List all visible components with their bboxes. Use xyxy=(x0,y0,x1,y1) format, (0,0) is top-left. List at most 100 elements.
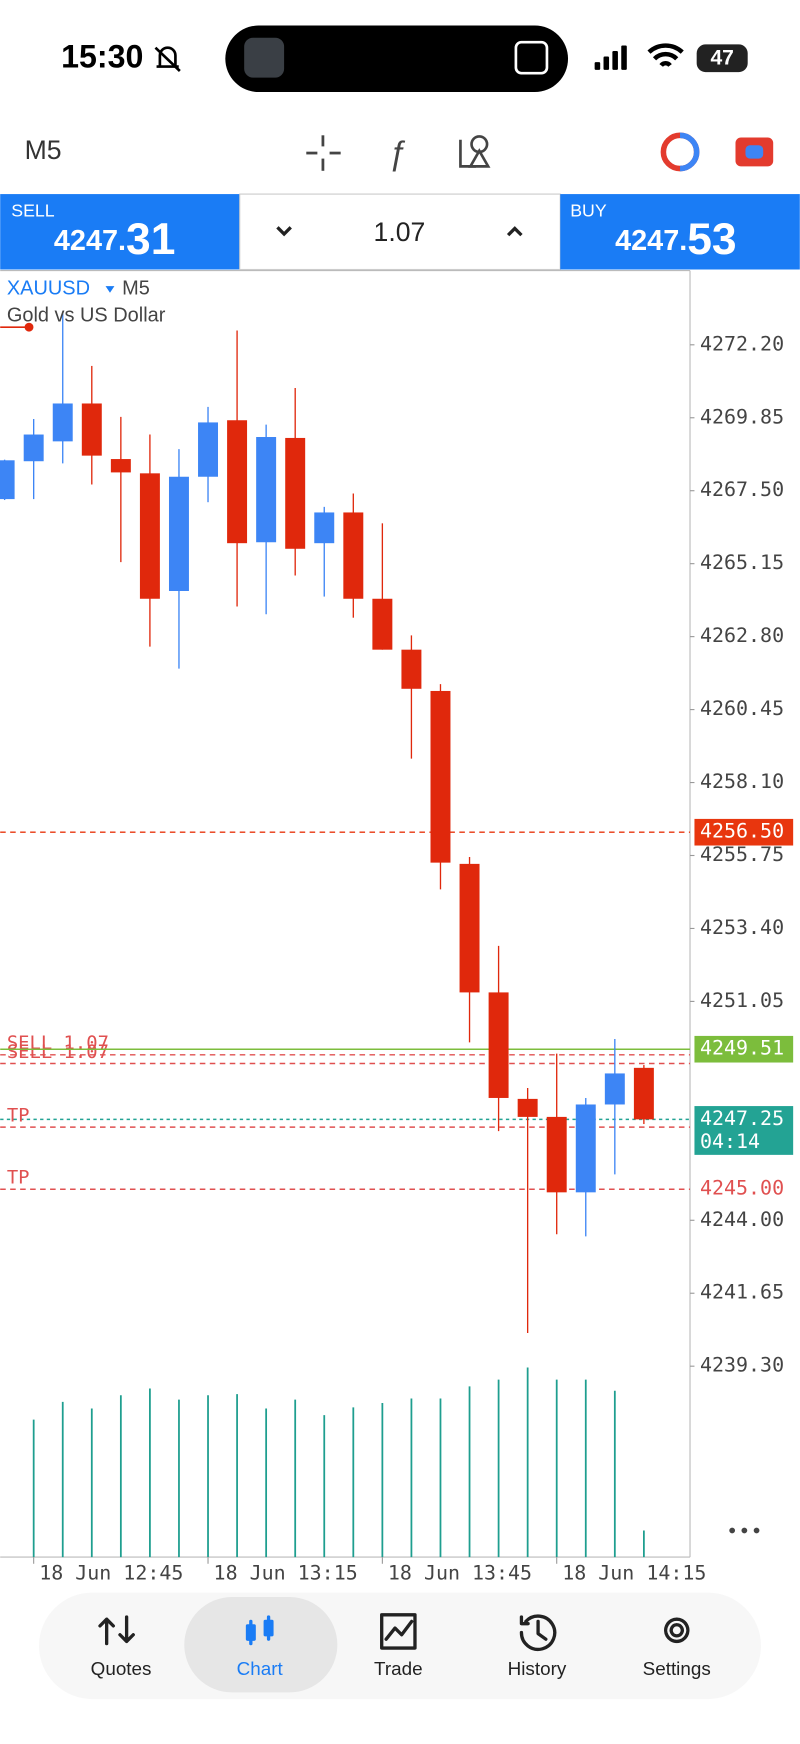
candle-body xyxy=(168,476,189,591)
y-tick-label: 4272.20 xyxy=(700,331,784,355)
buy-button[interactable] xyxy=(560,194,800,270)
x-tick-label: 18 Jun 13:15 xyxy=(214,1560,358,1584)
y-tick-label: 4267.50 xyxy=(700,477,784,501)
speaker-icon xyxy=(514,40,549,75)
buy-price-main: 4247. xyxy=(615,224,687,256)
sell-button[interactable] xyxy=(0,194,240,270)
level-label-box xyxy=(694,818,794,846)
plot: 4272.20 4269.85 4267.50 4265.15 4262.80 4260.… xyxy=(0,313,794,1584)
nav-item[interactable]: Chart xyxy=(237,1658,284,1679)
level-label-box xyxy=(694,1035,794,1063)
y-tick-label: 4255.75 xyxy=(700,842,784,866)
y-tick-label: 4251.05 xyxy=(700,988,784,1012)
candle-body xyxy=(459,863,480,993)
nav-bar xyxy=(39,1592,761,1700)
candle-body xyxy=(0,460,15,500)
level-countdown: 04:14 xyxy=(700,1129,760,1153)
nav-item[interactable]: Settings xyxy=(643,1658,711,1679)
nav-item[interactable]: Trade xyxy=(374,1658,423,1679)
y-tick-label: 4253.40 xyxy=(700,915,784,939)
y-tick-label: 4244.00 xyxy=(700,1207,784,1231)
candle-body xyxy=(517,1098,538,1117)
timeframe-button[interactable]: M5 xyxy=(25,135,62,165)
nav-icon xyxy=(380,1613,417,1650)
wifi-icon xyxy=(647,43,684,68)
objects-button[interactable] xyxy=(459,135,491,168)
candle-body xyxy=(633,1067,654,1120)
mute-icon xyxy=(154,46,181,72)
level-label: 4247.25 xyxy=(700,1106,784,1130)
sell-label: SELL xyxy=(11,201,55,221)
candle-body xyxy=(343,512,364,599)
y-tick-label: 4258.10 xyxy=(700,769,784,793)
symbol-dropdown[interactable] xyxy=(105,286,115,293)
candle-body xyxy=(546,1116,567,1193)
y-tick-label: 4265.15 xyxy=(700,550,784,574)
app-icon xyxy=(244,37,285,78)
nav-icon xyxy=(98,1615,135,1646)
candle-body xyxy=(401,649,422,689)
candle-body xyxy=(285,437,306,549)
candle-body xyxy=(575,1104,596,1193)
indicators-button[interactable]: ƒ xyxy=(388,135,407,173)
level-label: 4245.00 xyxy=(700,1176,784,1200)
nav-selected-bg xyxy=(184,1597,338,1693)
lot-increase[interactable] xyxy=(506,226,523,237)
x-tick-label: 18 Jun 12:45 xyxy=(39,1560,183,1584)
x-tick-label: 18 Jun 14:15 xyxy=(562,1560,706,1584)
crosshair-button[interactable] xyxy=(306,135,341,171)
candle-body xyxy=(81,403,102,456)
chart-timeframe: M5 xyxy=(122,278,150,300)
buy-label: BUY xyxy=(570,201,607,221)
lot-decrease[interactable] xyxy=(276,226,292,237)
candle-body xyxy=(227,420,248,544)
dynamic-island xyxy=(225,25,569,93)
candle-body xyxy=(488,992,509,1098)
level-text: TP xyxy=(7,1106,30,1127)
sell-price-main: 4247. xyxy=(54,224,126,256)
buy-price-frac: 53 xyxy=(687,214,736,263)
nav-item[interactable]: Quotes xyxy=(91,1658,152,1679)
candle-body xyxy=(110,459,131,473)
y-tick-label: 4260.45 xyxy=(700,696,784,720)
signal-icon xyxy=(594,45,627,70)
sell-price-frac: 31 xyxy=(126,214,175,263)
y-tick-label: 4241.65 xyxy=(700,1280,784,1304)
level-label: 4256.50 xyxy=(700,819,784,843)
level-text: SELL 1.07 xyxy=(7,1042,109,1063)
y-tick-label: 4262.80 xyxy=(700,623,784,647)
battery xyxy=(696,44,748,73)
level-label: 4249.51 xyxy=(700,1036,784,1060)
candle-body xyxy=(198,422,219,477)
trading-button[interactable] xyxy=(660,132,700,172)
sell-price: 4247.31 xyxy=(54,214,176,263)
candle-body xyxy=(372,598,393,650)
buy-price: 4247.53 xyxy=(615,214,737,263)
lot-box xyxy=(239,193,561,271)
one-click-button[interactable] xyxy=(735,137,774,167)
nav-items: Quotes Chart Trade History Settings xyxy=(91,1597,711,1693)
level-label-box xyxy=(694,1106,794,1155)
nav-icon xyxy=(245,1615,274,1646)
nav-icon xyxy=(519,1614,557,1652)
clock: 15:30 xyxy=(61,38,143,74)
candle-body xyxy=(256,437,277,543)
y-tick-label: 4239.30 xyxy=(700,1353,784,1377)
y-tick-label: 4269.85 xyxy=(700,404,784,428)
candle-body xyxy=(314,512,335,544)
level-text: TP xyxy=(7,1168,30,1189)
more-button[interactable] xyxy=(729,1527,760,1534)
candle-body xyxy=(52,403,73,442)
nav-icon xyxy=(664,1617,690,1644)
candle-body xyxy=(604,1073,625,1105)
symbol-description: Gold vs US Dollar xyxy=(7,304,166,326)
battery-level: 47 xyxy=(710,46,733,69)
symbol[interactable]: XAUUSD xyxy=(7,278,90,300)
x-tick-label: 18 Jun 13:45 xyxy=(388,1560,532,1584)
candle-body xyxy=(139,473,160,599)
lot-size[interactable]: 1.07 xyxy=(374,217,426,247)
nav-item[interactable]: History xyxy=(508,1658,567,1679)
candle-body xyxy=(430,690,451,863)
